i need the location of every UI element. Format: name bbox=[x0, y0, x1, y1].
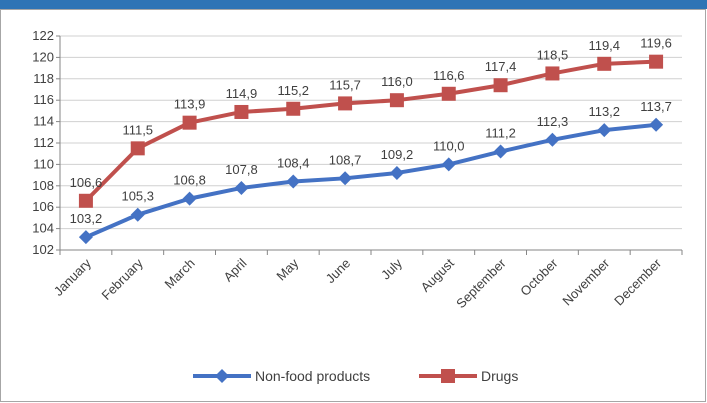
data-label-1-8: 117,4 bbox=[485, 59, 517, 74]
data-label-1-7: 116,6 bbox=[433, 68, 465, 83]
data-point-1-3 bbox=[234, 104, 249, 119]
data-label-1-10: 119,4 bbox=[588, 38, 620, 53]
data-label-0-3: 107,8 bbox=[225, 162, 258, 177]
data-point-1-6 bbox=[389, 93, 404, 108]
data-point-0-9 bbox=[545, 132, 560, 147]
header-bar bbox=[0, 0, 707, 9]
data-label-1-5: 115,7 bbox=[329, 77, 361, 92]
data-label-0-1: 105,3 bbox=[121, 189, 154, 204]
y-tick-label-118: 118 bbox=[33, 71, 54, 86]
data-point-1-5 bbox=[338, 96, 353, 111]
data-point-1-2 bbox=[182, 115, 197, 130]
data-point-0-0 bbox=[78, 230, 93, 245]
data-point-1-0 bbox=[78, 193, 93, 208]
series bbox=[78, 54, 664, 245]
data-label-0-9: 112,3 bbox=[537, 114, 569, 129]
legend-label-0: Non-food products bbox=[255, 368, 370, 384]
y-tick-label-122: 122 bbox=[32, 28, 54, 43]
data-label-1-11: 119,6 bbox=[640, 36, 672, 51]
data-point-1-1 bbox=[130, 141, 145, 156]
data-point-1-8 bbox=[493, 78, 508, 93]
y-tick-label-112: 112 bbox=[33, 135, 54, 150]
data-labels: 103,2 105,3 106,8 107,8 108,4 108,7 109,2 110,0… bbox=[70, 36, 672, 226]
data-label-1-6: 116,0 bbox=[381, 74, 413, 89]
data-point-1-9 bbox=[545, 66, 560, 81]
legend-marker-1 bbox=[441, 369, 455, 383]
data-label-0-2: 106,8 bbox=[173, 173, 206, 188]
data-label-1-9: 118,5 bbox=[537, 47, 569, 62]
data-point-0-7 bbox=[441, 157, 456, 172]
legend-marker-0 bbox=[215, 369, 229, 383]
data-point-1-10 bbox=[597, 56, 612, 71]
data-label-0-4: 108,4 bbox=[277, 156, 310, 171]
data-point-0-5 bbox=[338, 171, 353, 186]
chart-border bbox=[0, 9, 706, 402]
y-tick-label-114: 114 bbox=[33, 114, 54, 129]
data-point-0-2 bbox=[182, 191, 197, 206]
data-label-0-11: 113,7 bbox=[640, 99, 672, 114]
y-tick-label-106: 106 bbox=[32, 199, 54, 214]
data-point-0-8 bbox=[493, 144, 508, 159]
data-label-0-6: 109,2 bbox=[381, 147, 414, 162]
y-tick-label-108: 108 bbox=[32, 178, 54, 193]
y-tick-label-116: 116 bbox=[33, 92, 54, 107]
data-point-0-3 bbox=[234, 180, 249, 195]
data-label-1-2: 113,9 bbox=[174, 97, 206, 112]
data-label-1-0: 106,6 bbox=[70, 175, 103, 190]
legend-label-1: Drugs bbox=[481, 368, 518, 384]
data-label-1-4: 115,2 bbox=[277, 83, 309, 98]
data-label-1-3: 114,9 bbox=[226, 86, 258, 101]
data-point-0-10 bbox=[597, 123, 612, 138]
y-tick-label-102: 102 bbox=[32, 242, 54, 257]
data-label-0-5: 108,7 bbox=[329, 152, 362, 167]
data-label-0-10: 113,2 bbox=[588, 104, 620, 119]
legend: Non-food products Drugs bbox=[193, 368, 518, 384]
data-point-0-1 bbox=[130, 207, 145, 222]
data-label-0-8: 111,2 bbox=[485, 126, 516, 141]
data-label-0-7: 110,0 bbox=[433, 138, 465, 153]
series-line-0 bbox=[85, 122, 657, 239]
data-point-0-4 bbox=[286, 174, 301, 189]
series-line-1 bbox=[84, 59, 657, 203]
data-label-0-0: 103,2 bbox=[70, 211, 103, 226]
y-tick-label-104: 104 bbox=[32, 221, 54, 236]
data-label-1-1: 111,5 bbox=[122, 122, 153, 137]
data-point-1-4 bbox=[286, 101, 301, 116]
data-point-0-11 bbox=[649, 117, 664, 132]
y-tick-label-120: 120 bbox=[32, 49, 54, 64]
data-point-0-6 bbox=[389, 165, 404, 180]
data-point-1-7 bbox=[441, 86, 456, 101]
y-tick-label-110: 110 bbox=[33, 156, 54, 171]
data-point-1-11 bbox=[649, 54, 664, 69]
